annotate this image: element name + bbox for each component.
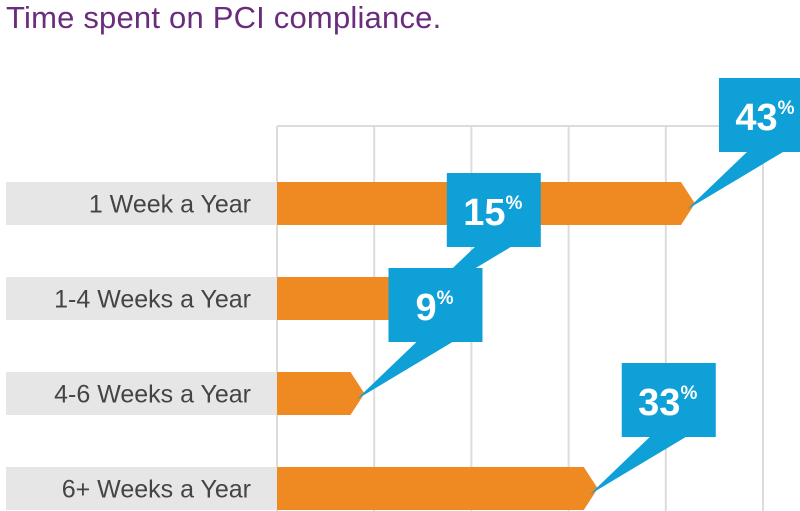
category-label: 1-4 Weeks a Year — [54, 286, 251, 314]
bar — [277, 372, 365, 415]
category-label-bg — [6, 277, 277, 320]
category-label: 6+ Weeks a Year — [62, 476, 251, 504]
value-callout: 15% — [414, 173, 541, 305]
data-label: 33% — [638, 382, 697, 424]
callout-bubble — [686, 78, 800, 210]
category-label-bg — [6, 372, 277, 415]
value-callout: 43% — [686, 78, 800, 210]
data-label: 9% — [415, 287, 453, 329]
data-label: 43% — [735, 97, 794, 139]
category-label-bg — [6, 182, 277, 225]
category-label: 1 Week a Year — [89, 191, 251, 219]
callout-bubble — [414, 173, 541, 305]
bar — [277, 467, 598, 510]
data-label: 15% — [463, 192, 522, 234]
category-label-bg — [6, 467, 277, 510]
bar — [277, 277, 423, 320]
callout-bubble — [356, 268, 483, 400]
chart-title: Time spent on PCI compliance. — [6, 0, 442, 35]
callout-bubble — [589, 363, 716, 495]
category-label: 4-6 Weeks a Year — [54, 381, 251, 409]
value-callout: 33% — [589, 363, 716, 495]
value-callout: 9% — [356, 268, 483, 400]
